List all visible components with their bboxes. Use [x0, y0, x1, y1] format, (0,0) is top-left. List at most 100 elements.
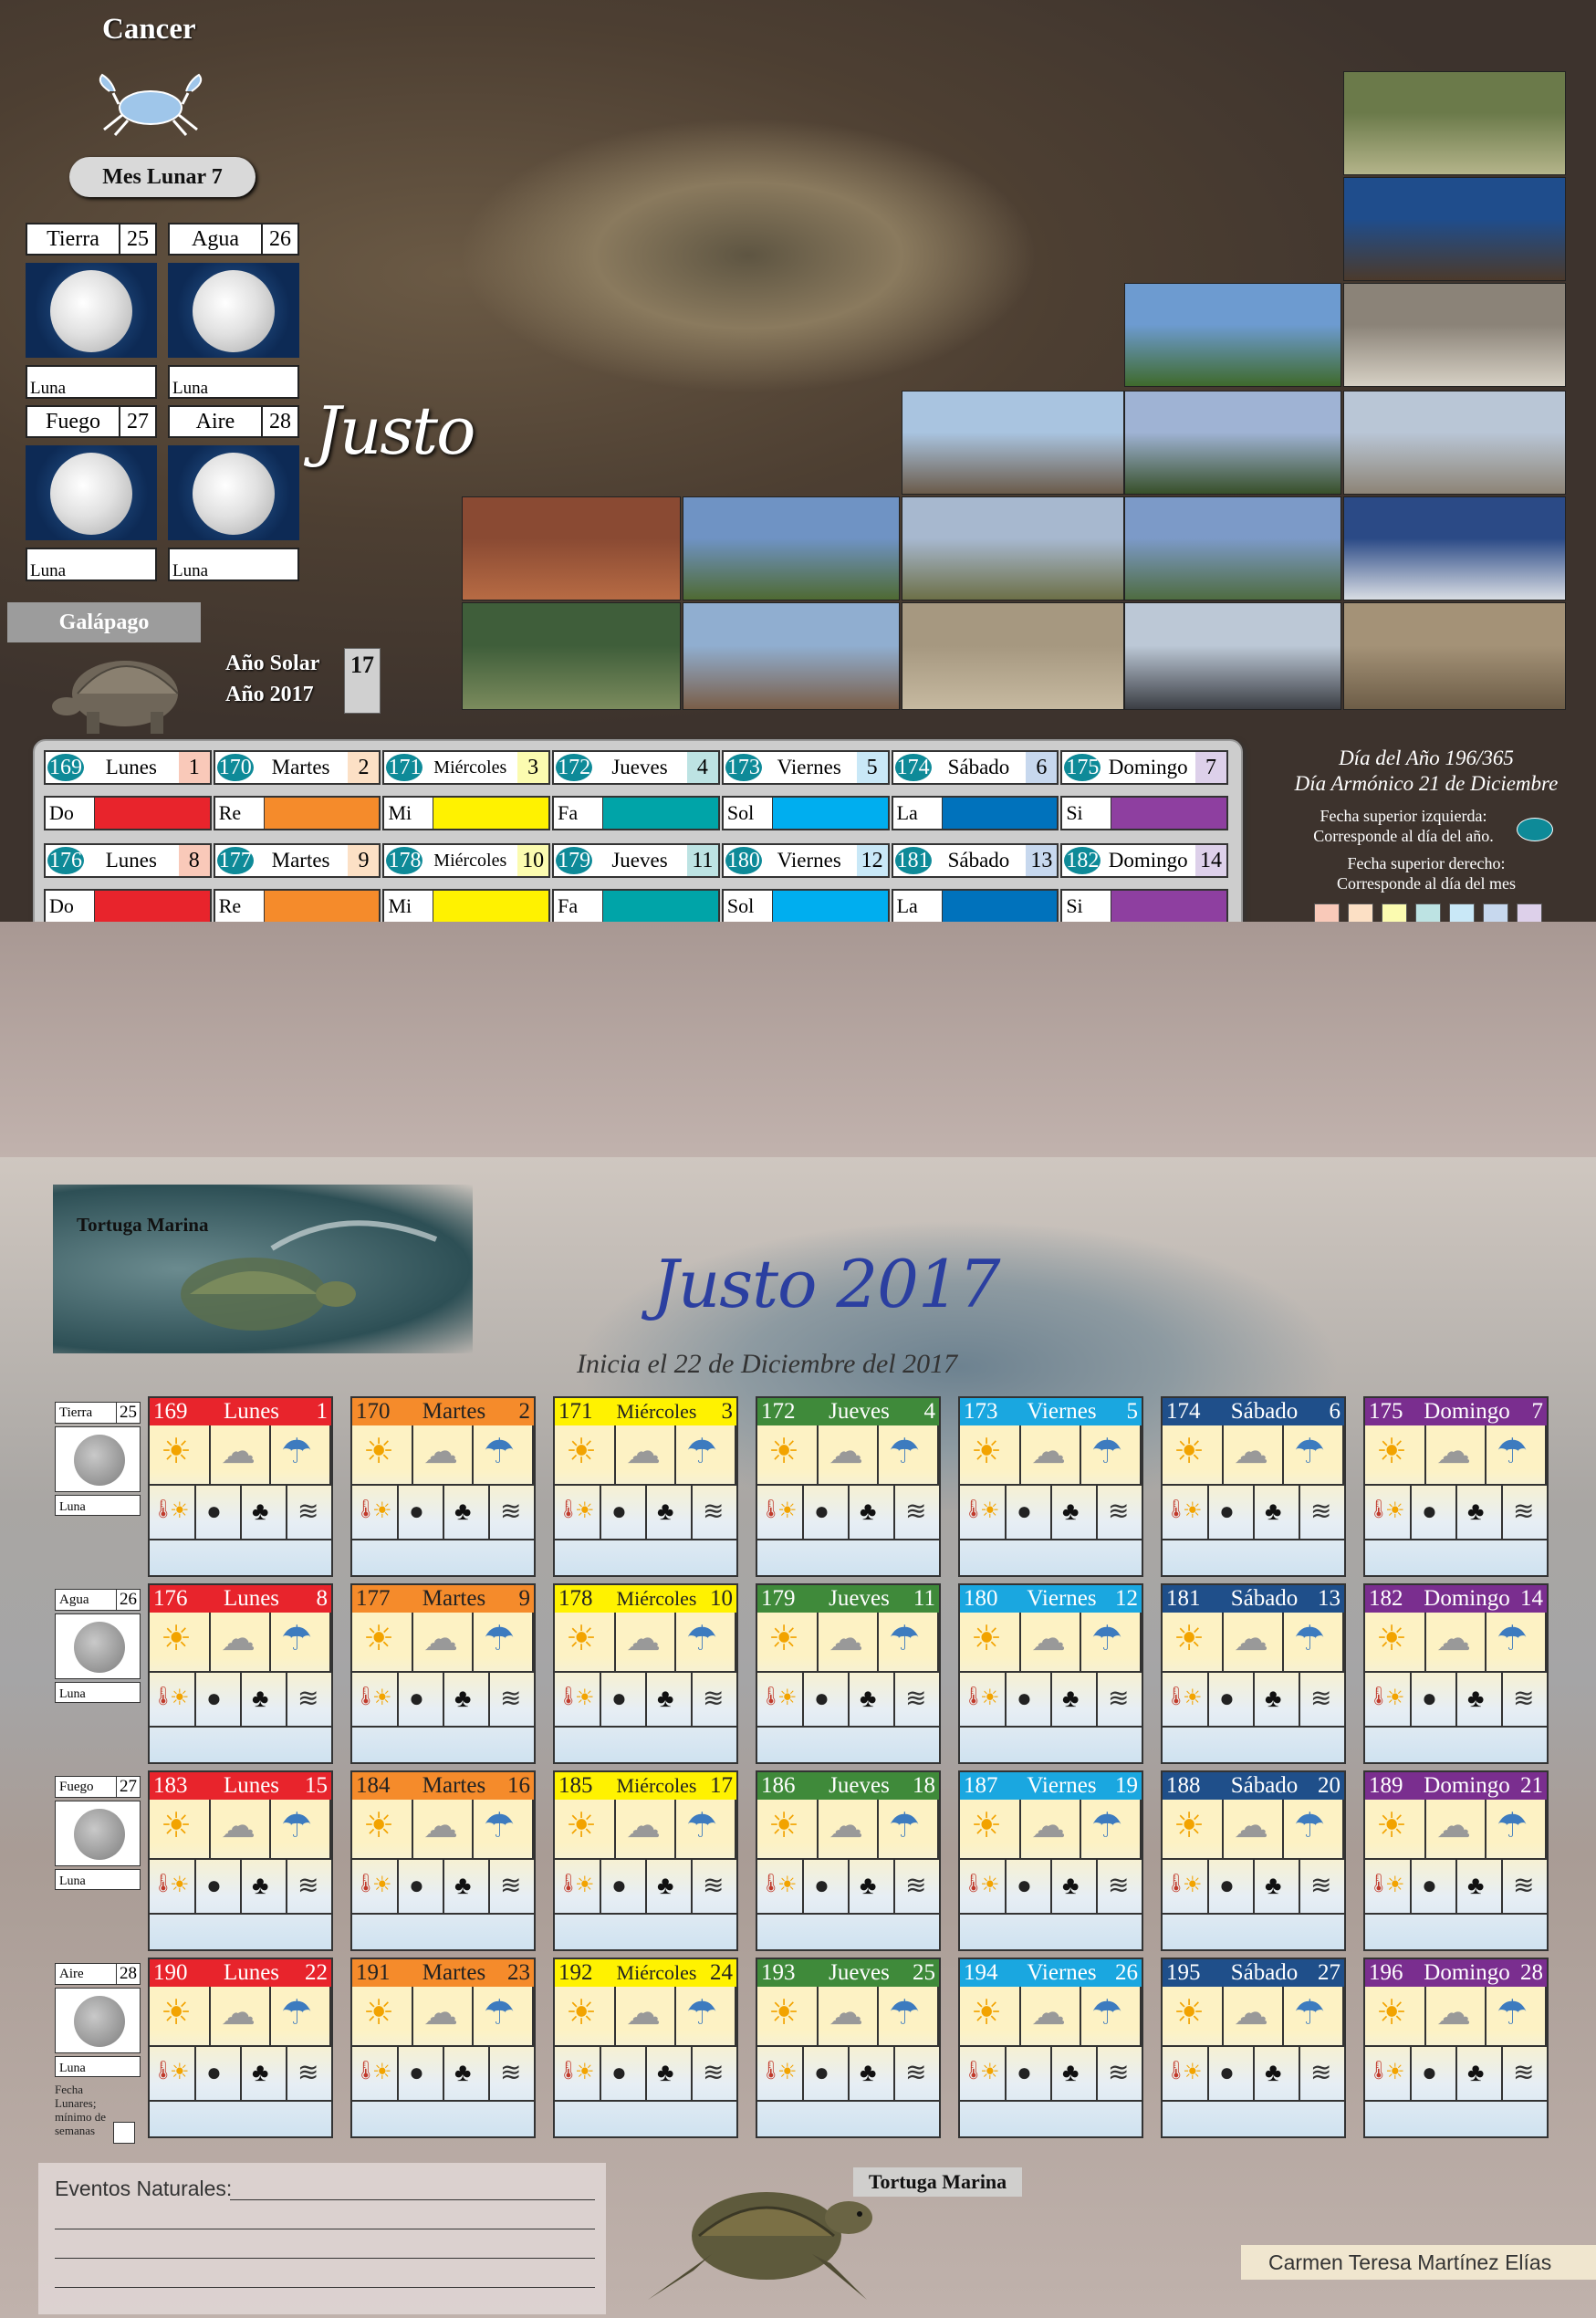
weather-cell[interactable]: ≋ [1097, 2047, 1143, 2102]
weather-cell[interactable]: ☀ [1163, 1425, 1224, 1486]
weather-cell[interactable]: ☀ [150, 1987, 211, 2047]
day-weather-card[interactable]: 182 Domingo 14 ☀ ☁ ☂ 🌡 ☀ ● ♣ ≋ [1363, 1583, 1549, 1764]
weather-cell[interactable]: ● [195, 1860, 242, 1915]
weather-cell[interactable]: 🌡 ☀ [1365, 1860, 1412, 1915]
weather-cell[interactable]: ♣ [1051, 1486, 1098, 1540]
weather-cell[interactable]: 🌡 ☀ [150, 1673, 196, 1728]
weather-cell[interactable]: ● [1208, 2047, 1255, 2102]
weather-cell[interactable]: ≋ [692, 1486, 738, 1540]
weather-cell[interactable]: ☀ [960, 1800, 1021, 1860]
weather-cell[interactable]: ☁ [1425, 1800, 1486, 1860]
weather-cell[interactable]: ☀ [960, 1613, 1021, 1673]
weather-cell[interactable]: ☀ [352, 1613, 413, 1673]
weather-cell[interactable]: ☁ [615, 1425, 676, 1486]
weather-cell[interactable]: ☁ [412, 1425, 474, 1486]
day-cell[interactable]: 189 Domingo 21 [1060, 936, 1229, 971]
weather-cell[interactable]: ♣ [1456, 1673, 1503, 1728]
day-weather-card[interactable]: 196 Domingo 28 ☀ ☁ ☂ 🌡 ☀ ● ♣ ≋ [1363, 1958, 1549, 2138]
day-weather-card[interactable]: 183 Lunes 15 ☀ ☁ ☂ 🌡 ☀ ● ♣ ≋ [148, 1770, 333, 1951]
day-cell[interactable]: 173 Viernes 5 [721, 750, 890, 785]
weather-cell[interactable]: ♣ [1456, 2047, 1503, 2102]
natural-events-line[interactable] [55, 2287, 595, 2288]
weather-cell[interactable]: ☀ [555, 1800, 616, 1860]
weather-cell[interactable]: ☂ [878, 1987, 939, 2047]
weather-cell[interactable]: 🌡 ☀ [1163, 1860, 1209, 1915]
day-weather-card[interactable]: 195 Sábado 27 ☀ ☁ ☂ 🌡 ☀ ● ♣ ≋ [1161, 1958, 1346, 2138]
day-weather-card[interactable]: 189 Domingo 21 ☀ ☁ ☂ 🌡 ☀ ● ♣ ≋ [1363, 1770, 1549, 1951]
day-cell[interactable]: 196 Domingo 28 [1060, 1029, 1229, 1064]
weather-cell[interactable]: 🌡 ☀ [1365, 1673, 1412, 1728]
weather-cell[interactable]: ≋ [692, 2047, 738, 2102]
weather-cell[interactable]: ≋ [287, 2047, 333, 2102]
weather-cell[interactable]: ☀ [1163, 1800, 1224, 1860]
weather-cell[interactable]: ☁ [1223, 1800, 1284, 1860]
weather-cell[interactable]: ♣ [1254, 2047, 1300, 2102]
weather-cell[interactable]: ≋ [1299, 1673, 1346, 1728]
day-weather-card[interactable]: 171 Miércoles 3 ☀ ☁ ☂ 🌡 ☀ ● ♣ ≋ [553, 1396, 738, 1577]
weather-cell[interactable]: 🌡 ☀ [1365, 2047, 1412, 2102]
weather-cell[interactable]: ☂ [878, 1800, 939, 1860]
day-cell[interactable]: 195 Sábado 27 [891, 1029, 1059, 1064]
weather-cell[interactable]: ≋ [1097, 1673, 1143, 1728]
day-cell[interactable]: 170 Martes 2 [213, 750, 381, 785]
day-cell[interactable]: 172 Jueves 4 [552, 750, 720, 785]
weather-cell[interactable]: ♣ [241, 1673, 287, 1728]
weather-cell[interactable]: 🌡 ☀ [757, 1486, 804, 1540]
weather-cell[interactable]: ≋ [1097, 1486, 1143, 1540]
weather-cell[interactable]: ● [1208, 1860, 1255, 1915]
weather-cell[interactable]: ☂ [1486, 1613, 1547, 1673]
weather-cell[interactable]: ☂ [1283, 1800, 1344, 1860]
weather-cell[interactable]: 🌡 ☀ [150, 1860, 196, 1915]
weather-cell[interactable]: ♣ [849, 1673, 895, 1728]
day-cell[interactable]: 187 Viernes 19 [721, 936, 890, 971]
weather-cell[interactable]: ☂ [675, 1987, 736, 2047]
weather-cell[interactable]: ♣ [443, 1486, 490, 1540]
weather-cell[interactable]: ☀ [1365, 1800, 1426, 1860]
weather-cell[interactable]: ☁ [818, 1987, 879, 2047]
natural-events-line[interactable] [230, 2199, 595, 2200]
weather-cell[interactable]: 🌡 ☀ [555, 2047, 601, 2102]
weather-cell[interactable]: ☁ [1020, 1800, 1081, 1860]
weather-cell[interactable]: 🌡 ☀ [1365, 1486, 1412, 1540]
day-weather-card[interactable]: 193 Jueves 25 ☀ ☁ ☂ 🌡 ☀ ● ♣ ≋ [756, 1958, 941, 2138]
weather-cell[interactable]: ♣ [646, 2047, 693, 2102]
weather-cell[interactable]: ≋ [287, 1673, 333, 1728]
weather-cell[interactable]: ♣ [1254, 1486, 1300, 1540]
weather-cell[interactable]: ● [398, 2047, 444, 2102]
weather-cell[interactable]: ● [803, 1673, 850, 1728]
weather-cell[interactable]: ☁ [1425, 1425, 1486, 1486]
weather-cell[interactable]: ☀ [1163, 1987, 1224, 2047]
weather-cell[interactable]: ● [803, 2047, 850, 2102]
weather-cell[interactable]: ● [398, 1860, 444, 1915]
weather-cell[interactable]: ☁ [818, 1613, 879, 1673]
day-cell[interactable]: 181 Sábado 13 [891, 843, 1059, 878]
weather-cell[interactable]: ≋ [489, 1673, 536, 1728]
weather-cell[interactable]: ☁ [412, 1987, 474, 2047]
weather-cell[interactable]: ● [803, 1486, 850, 1540]
weather-cell[interactable]: ☁ [210, 1613, 271, 1673]
day-cell[interactable]: 192 Miércoles 24 [382, 1029, 551, 1064]
day-weather-card[interactable]: 178 Miércoles 10 ☀ ☁ ☂ 🌡 ☀ ● ♣ ≋ [553, 1583, 738, 1764]
weather-cell[interactable]: ☂ [1080, 1987, 1142, 2047]
weather-cell[interactable]: ☂ [675, 1425, 736, 1486]
weather-cell[interactable]: ☀ [1365, 1987, 1426, 2047]
weather-cell[interactable]: ≋ [692, 1860, 738, 1915]
day-cell[interactable]: 185 Miércoles 17 [382, 936, 551, 971]
day-cell[interactable]: 193 Jueves 25 [552, 1029, 720, 1064]
weather-cell[interactable]: ♣ [1456, 1860, 1503, 1915]
weather-cell[interactable]: ♣ [849, 2047, 895, 2102]
weather-cell[interactable]: ☀ [555, 1613, 616, 1673]
weather-cell[interactable]: ≋ [1299, 1486, 1346, 1540]
day-cell[interactable]: 188 Sábado 20 [891, 936, 1059, 971]
weather-cell[interactable]: ♣ [443, 1860, 490, 1915]
weather-cell[interactable]: ≋ [1502, 1860, 1549, 1915]
weather-cell[interactable]: ● [600, 2047, 647, 2102]
weather-cell[interactable]: ♣ [443, 1673, 490, 1728]
weather-cell[interactable]: 🌡 ☀ [1163, 1486, 1209, 1540]
weather-cell[interactable]: ≋ [894, 1860, 941, 1915]
weather-cell[interactable]: ● [398, 1486, 444, 1540]
weather-cell[interactable]: 🌡 ☀ [555, 1860, 601, 1915]
weather-cell[interactable]: ● [398, 1673, 444, 1728]
weather-cell[interactable]: ☂ [1486, 1800, 1547, 1860]
weather-cell[interactable]: ☂ [878, 1613, 939, 1673]
